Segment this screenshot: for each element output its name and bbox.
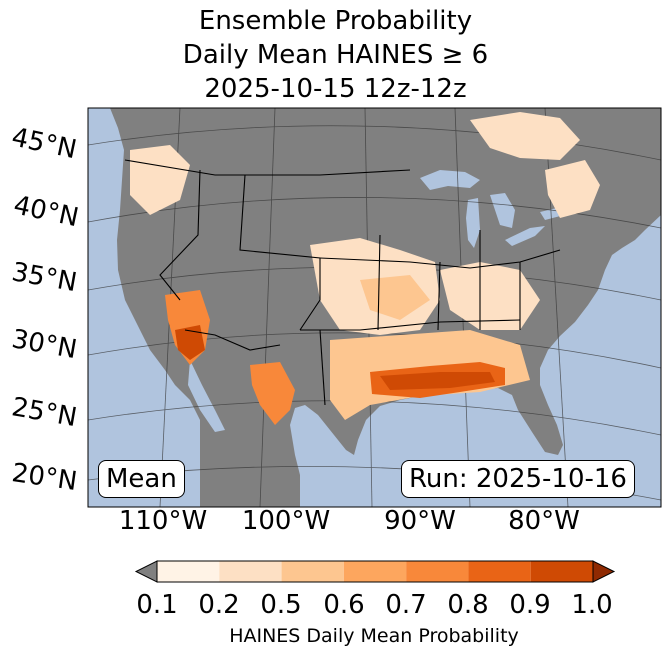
patch-desert-sw-max: [175, 325, 205, 360]
colorbar-under: [134, 560, 158, 583]
lon-label: 80°W: [508, 506, 580, 536]
colorbar-cell: [157, 561, 220, 582]
lon-label: 110°W: [118, 506, 208, 536]
lon-label: 100°W: [241, 506, 331, 536]
colorbar-cell: [281, 561, 344, 582]
patch-plains-mid: [360, 275, 430, 320]
colorbar-tick: 0.7: [385, 590, 427, 620]
patch-ohio: [440, 262, 540, 330]
colorbar-over: [592, 560, 616, 583]
lake-michigan: [466, 198, 480, 248]
colorbar-tick: 0.1: [136, 590, 178, 620]
gulf-of-california: [188, 360, 225, 432]
lon-label: 90°W: [384, 506, 456, 536]
patch-north: [470, 112, 580, 160]
colorbar-tick: 0.9: [509, 590, 551, 620]
lake-huron: [490, 193, 515, 228]
run-box: Run: 2025-10-16: [401, 460, 635, 498]
lake-erie: [505, 226, 545, 246]
lake-superior: [420, 170, 480, 190]
colorbar-cell: [219, 561, 282, 582]
colorbar-cell: [343, 561, 407, 582]
colorbar-label: HAINES Daily Mean Probability: [229, 625, 519, 647]
patch-southeast-max: [380, 372, 495, 390]
title-line2: Daily Mean HAINES ≥ 6: [182, 40, 489, 70]
colorbar-tick: 1.0: [571, 590, 613, 620]
patch-ne: [545, 160, 600, 218]
title-line3: 2025-10-15 12z-12z: [204, 74, 467, 104]
patch-texas-w: [250, 362, 295, 425]
colorbar-cell: [406, 561, 469, 582]
colorbar-tick: 0.6: [323, 590, 365, 620]
colorbar-cell: [530, 561, 593, 582]
colorbar-tick: 0.8: [447, 590, 489, 620]
patch-pnw: [130, 145, 190, 215]
colorbar: [134, 560, 616, 583]
colorbar-tick: 0.2: [198, 590, 240, 620]
title-line1: Ensemble Probability: [198, 6, 473, 36]
colorbar-tick: 0.5: [260, 590, 302, 620]
colorbar-cell: [468, 561, 531, 582]
boundaries: [124, 159, 561, 406]
mean-box: Mean: [98, 460, 185, 498]
